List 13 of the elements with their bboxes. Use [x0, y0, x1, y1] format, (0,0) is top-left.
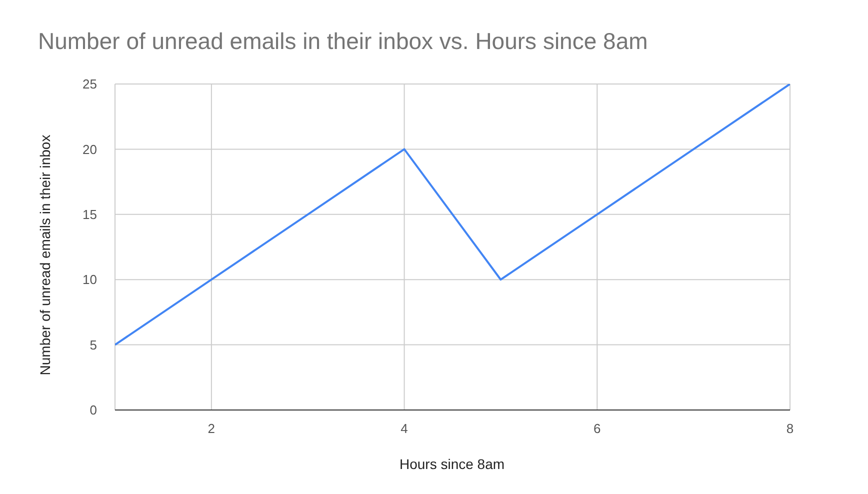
y-tick-label: 0 — [90, 402, 97, 418]
y-axis-title: Number of unread emails in their inbox — [37, 134, 53, 376]
y-tick-label: 15 — [82, 207, 97, 222]
y-tick-label: 10 — [82, 272, 97, 288]
chart-title: Number of unread emails in their inbox vs. Hours since 8am — [38, 28, 648, 55]
y-tick-label: 25 — [82, 76, 97, 92]
x-tick-label: 6 — [594, 421, 601, 436]
x-axis-title: Hours since 8am — [399, 456, 505, 472]
x-tick-label: 2 — [208, 421, 216, 436]
x-tick-label: 8 — [786, 421, 794, 436]
x-tick-label: 4 — [400, 421, 408, 436]
y-tick-label: 5 — [90, 337, 97, 352]
y-tick-label: 20 — [82, 142, 97, 157]
